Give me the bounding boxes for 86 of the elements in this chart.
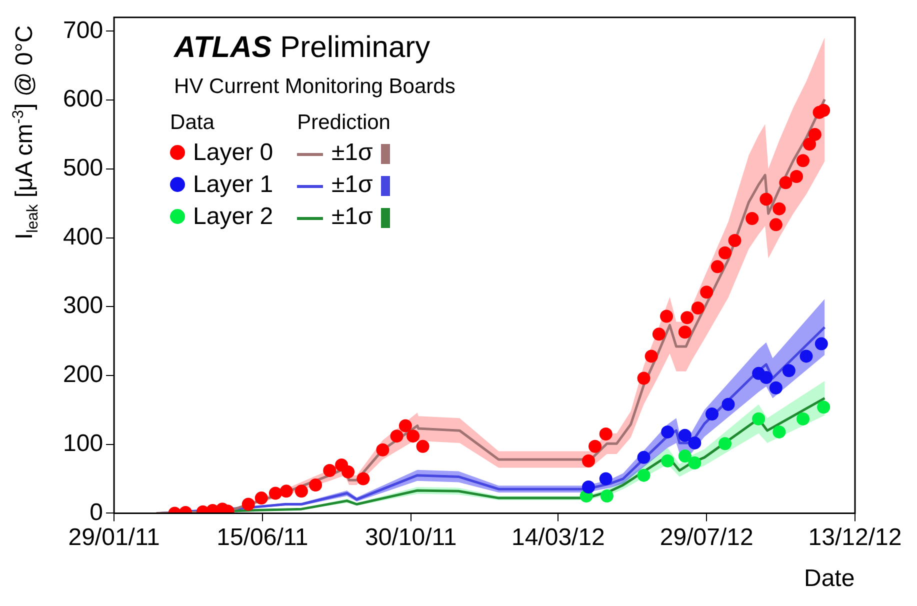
- point: [760, 192, 773, 206]
- point: [772, 202, 786, 216]
- point: [644, 350, 658, 363]
- point: [728, 234, 742, 248]
- annotation: Data: [169, 110, 216, 136]
- point: [680, 311, 694, 324]
- point: [752, 412, 766, 426]
- point: [582, 454, 596, 468]
- point: [661, 425, 674, 438]
- point: [268, 486, 282, 500]
- y-tick-label: 400: [62, 223, 104, 250]
- point: [254, 492, 268, 505]
- point: [582, 480, 596, 494]
- y-tick-label: 100: [62, 430, 104, 457]
- text: ATLAS Preliminary: [174, 31, 430, 66]
- point: [760, 371, 773, 384]
- point: [722, 398, 735, 411]
- point: [706, 408, 719, 421]
- point: [599, 428, 612, 441]
- x-tick-label: 29/01/11: [68, 524, 160, 552]
- point: [242, 498, 255, 511]
- y-tick-label: 0: [90, 498, 104, 526]
- point: [600, 489, 614, 502]
- point: [309, 478, 322, 492]
- legend-label: Layer 0: [192, 138, 274, 168]
- y-tick-label: 200: [62, 361, 104, 388]
- point: [599, 472, 612, 486]
- y-tick-label: 300: [62, 292, 104, 320]
- point: [688, 456, 702, 470]
- x-tick-label: 13/12/12: [808, 524, 902, 552]
- point: [678, 450, 692, 463]
- x-tick-label: 29/07/12: [660, 524, 754, 552]
- point: [588, 440, 602, 453]
- legend-label: ±1σ: [330, 170, 374, 200]
- point: [661, 454, 674, 468]
- legend-label: Layer 1: [192, 170, 274, 200]
- point: [660, 310, 674, 323]
- point: [796, 412, 810, 426]
- point: [406, 430, 420, 443]
- point: [280, 484, 293, 498]
- y-tick-label: 600: [62, 86, 104, 113]
- point: [376, 443, 390, 456]
- point: [637, 450, 650, 464]
- point: [652, 328, 666, 341]
- point: [782, 364, 796, 378]
- point: [814, 337, 828, 350]
- point: [718, 437, 732, 450]
- x-axis-title: Date: [804, 565, 855, 594]
- point: [356, 472, 370, 486]
- point: [678, 428, 692, 442]
- point: [808, 128, 822, 141]
- point: [790, 170, 804, 183]
- x-tick-label: 14/03/12: [511, 524, 605, 552]
- point: [710, 260, 724, 274]
- x-tick-label: 30/10/11: [365, 524, 457, 552]
- annotation: Prediction: [296, 110, 392, 136]
- point: [398, 419, 412, 432]
- point: [637, 372, 650, 385]
- point: [688, 436, 702, 450]
- x-tick-label: 15/06/11: [216, 524, 308, 552]
- point: [769, 381, 782, 394]
- point: [416, 440, 430, 453]
- legend-label: ±1σ: [330, 138, 374, 168]
- point: [678, 326, 692, 339]
- point: [294, 484, 308, 498]
- point: [637, 468, 650, 482]
- point: [772, 425, 786, 438]
- point: [803, 138, 816, 151]
- point: [700, 286, 714, 299]
- point: [817, 400, 830, 414]
- legend-label: Layer 2: [192, 202, 274, 232]
- y-tick-label: 500: [62, 154, 104, 182]
- point: [718, 246, 732, 260]
- text: HV Current Monitoring Boards: [174, 75, 456, 100]
- point: [342, 465, 355, 478]
- point: [779, 176, 792, 190]
- point: [817, 104, 830, 117]
- point: [800, 350, 813, 363]
- legend-label: ±1σ: [330, 202, 374, 232]
- point: [691, 301, 704, 314]
- point: [323, 464, 336, 478]
- y-tick-label: 700: [62, 16, 104, 44]
- point: [769, 218, 782, 232]
- point: [390, 430, 404, 443]
- point: [746, 212, 759, 225]
- point: [796, 154, 810, 168]
